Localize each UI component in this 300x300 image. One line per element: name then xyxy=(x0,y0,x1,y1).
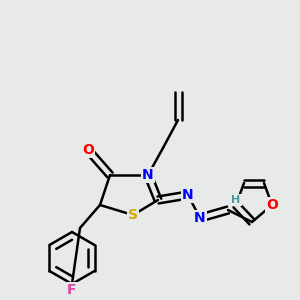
Text: O: O xyxy=(266,198,278,212)
Text: F: F xyxy=(67,283,77,297)
Text: S: S xyxy=(128,208,138,222)
Text: H: H xyxy=(231,195,241,205)
Text: O: O xyxy=(82,143,94,157)
Text: N: N xyxy=(182,188,194,202)
Text: N: N xyxy=(142,168,154,182)
Text: N: N xyxy=(194,211,206,225)
